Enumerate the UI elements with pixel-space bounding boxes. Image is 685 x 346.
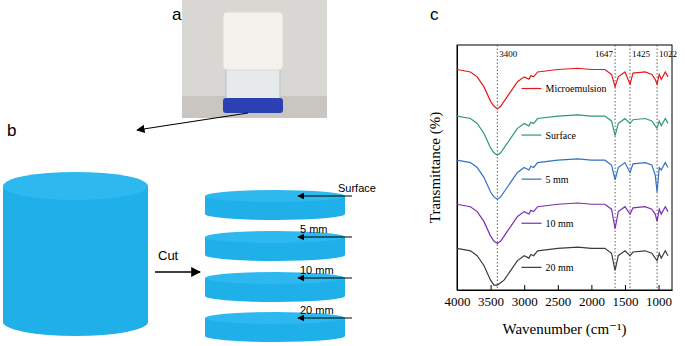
arrow bbox=[137, 113, 248, 130]
spectrum-line bbox=[457, 68, 668, 108]
legend-label: Microemulsion bbox=[546, 83, 607, 94]
spectrum-line bbox=[457, 115, 668, 155]
slice-label: 5 mm bbox=[300, 223, 328, 235]
x-tick-mark bbox=[524, 285, 525, 290]
x-tick-mark bbox=[659, 285, 660, 290]
x-tick-label: 2000 bbox=[579, 294, 605, 309]
slice-label: 20 mm bbox=[300, 304, 334, 316]
arrow bbox=[155, 271, 200, 272]
legend-entry: 10 mm bbox=[522, 218, 574, 229]
panel-label: b bbox=[7, 121, 16, 140]
legend-swatch bbox=[522, 134, 542, 135]
slice-arrow bbox=[298, 318, 352, 319]
cut-label: Cut bbox=[158, 248, 179, 263]
x-tick: 3500 bbox=[478, 285, 504, 309]
legend-entry: Surface bbox=[522, 130, 577, 141]
y-axis bbox=[457, 46, 458, 291]
x-axis-title: Wavenumber (cm⁻¹) bbox=[502, 321, 626, 338]
x-tick-label: 1000 bbox=[646, 294, 672, 309]
x-tick-mark bbox=[591, 285, 592, 290]
x-tick: 3000 bbox=[512, 285, 538, 309]
legend-swatch bbox=[522, 267, 542, 268]
x-tick-mark bbox=[558, 285, 559, 290]
legend-label: 5 mm bbox=[546, 174, 569, 185]
photo-table bbox=[182, 96, 327, 118]
legend-swatch bbox=[522, 223, 542, 224]
x-tick: 2000 bbox=[579, 285, 605, 309]
slice-label: 10 mm bbox=[300, 264, 334, 276]
legend-swatch bbox=[522, 88, 542, 89]
legend-label: Surface bbox=[546, 130, 577, 141]
panel-a: a bbox=[137, 0, 327, 130]
x-tick: 1500 bbox=[612, 285, 638, 309]
reference-label: 1647 bbox=[595, 49, 614, 59]
y-axis-line bbox=[457, 46, 458, 291]
spectrum-line bbox=[457, 159, 668, 199]
cylinder-body bbox=[3, 186, 148, 322]
cylinder-top bbox=[3, 172, 148, 200]
jar-sample bbox=[223, 12, 283, 70]
reference-line bbox=[615, 45, 616, 290]
photo-background bbox=[182, 0, 327, 118]
x-tick-mark bbox=[625, 285, 626, 290]
spectrum-line bbox=[457, 247, 668, 285]
legend-label: 20 mm bbox=[546, 262, 574, 273]
x-tick: 1000 bbox=[646, 285, 672, 309]
x-tick-label: 3500 bbox=[478, 294, 504, 309]
legend-entry: 20 mm bbox=[522, 262, 574, 273]
reference-line bbox=[497, 45, 498, 290]
jar-glass bbox=[226, 66, 280, 100]
panel-label: a bbox=[172, 5, 182, 24]
slice-label: Surface bbox=[338, 182, 376, 194]
panel-label: c bbox=[430, 5, 439, 24]
slice: 20 mm bbox=[205, 304, 352, 342]
slice: 10 mm bbox=[205, 264, 352, 302]
slice-arrow bbox=[298, 278, 352, 279]
jar-cap bbox=[223, 98, 283, 113]
x-tick-mark bbox=[491, 285, 492, 290]
legend-entry: Microemulsion bbox=[522, 83, 607, 94]
slice: Surface bbox=[205, 182, 376, 220]
slice: 5 mm bbox=[205, 223, 352, 261]
reference-label: 3400 bbox=[499, 49, 518, 59]
reference-label: 1022 bbox=[659, 49, 677, 59]
x-tick-label: 2500 bbox=[545, 294, 571, 309]
x-tick: 2500 bbox=[545, 285, 571, 309]
plot-frame bbox=[457, 45, 672, 290]
legend-label: 10 mm bbox=[546, 218, 574, 229]
x-tick-label: 1500 bbox=[612, 294, 638, 309]
reference-label: 1425 bbox=[632, 49, 651, 59]
figure: a b Cut Surface 5 mm 10 mm 20 mm c 4000 3500 3000 2… bbox=[0, 0, 685, 346]
x-axis-line bbox=[458, 290, 673, 291]
x-axis: 4000 3500 3000 2500 2000 1500 1000 bbox=[445, 285, 673, 309]
x-tick-label: 3000 bbox=[512, 294, 538, 309]
panel-c: c 4000 3500 3000 2500 2000 1500 1000 Wavenumber … bbox=[427, 5, 677, 338]
slice-arrow bbox=[298, 196, 352, 197]
legend-entry: 5 mm bbox=[522, 174, 569, 185]
legend-swatch bbox=[522, 179, 542, 180]
x-tick-label: 4000 bbox=[445, 294, 471, 309]
panel-b: b Cut Surface 5 mm 10 mm 20 mm bbox=[3, 121, 376, 342]
slice-arrow bbox=[298, 237, 352, 238]
spectrum-line bbox=[457, 203, 668, 243]
y-axis-title: Transmittance (%) bbox=[427, 112, 444, 224]
plot-marks bbox=[457, 45, 668, 290]
